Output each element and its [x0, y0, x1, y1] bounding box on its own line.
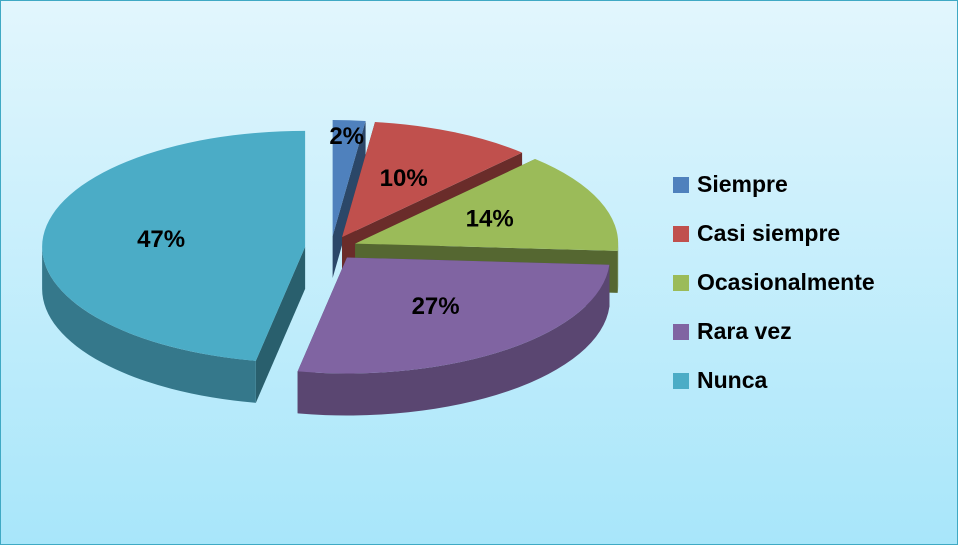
legend-swatch: [673, 226, 689, 242]
legend-swatch: [673, 177, 689, 193]
slice-side: [255, 246, 306, 403]
slice: [332, 120, 366, 279]
value-label: 14%: [466, 205, 514, 232]
pie: 2% 10% 14% 27% 47%: [42, 120, 619, 416]
legend-swatch: [673, 373, 689, 389]
legend-label: Rara vez: [697, 318, 792, 344]
slice-wall: [42, 246, 256, 403]
legend-label: Siempre: [697, 171, 788, 197]
legend-label: Casi siempre: [697, 220, 840, 246]
slice: [297, 257, 610, 416]
slice-top: [342, 122, 523, 238]
legend-swatch: [673, 275, 689, 291]
legend-label: Ocasionalmente: [697, 269, 875, 295]
slice-wall: [297, 264, 610, 416]
slice-top: [332, 120, 366, 237]
value-label: 2%: [329, 123, 364, 150]
slice-side: [332, 120, 366, 279]
value-label: 47%: [137, 226, 185, 253]
value-label: 27%: [412, 293, 460, 320]
legend-swatch: [673, 324, 689, 340]
value-label: 10%: [380, 165, 428, 192]
slice-wall: [617, 243, 619, 293]
slice-top: [297, 257, 610, 374]
slice-top: [42, 130, 306, 361]
legend-label: Nunca: [697, 367, 768, 393]
legend: Siempre Casi siempre Ocasionalmente Rara ve…: [673, 171, 875, 393]
slice-top: [355, 159, 619, 251]
slice: [42, 130, 306, 403]
